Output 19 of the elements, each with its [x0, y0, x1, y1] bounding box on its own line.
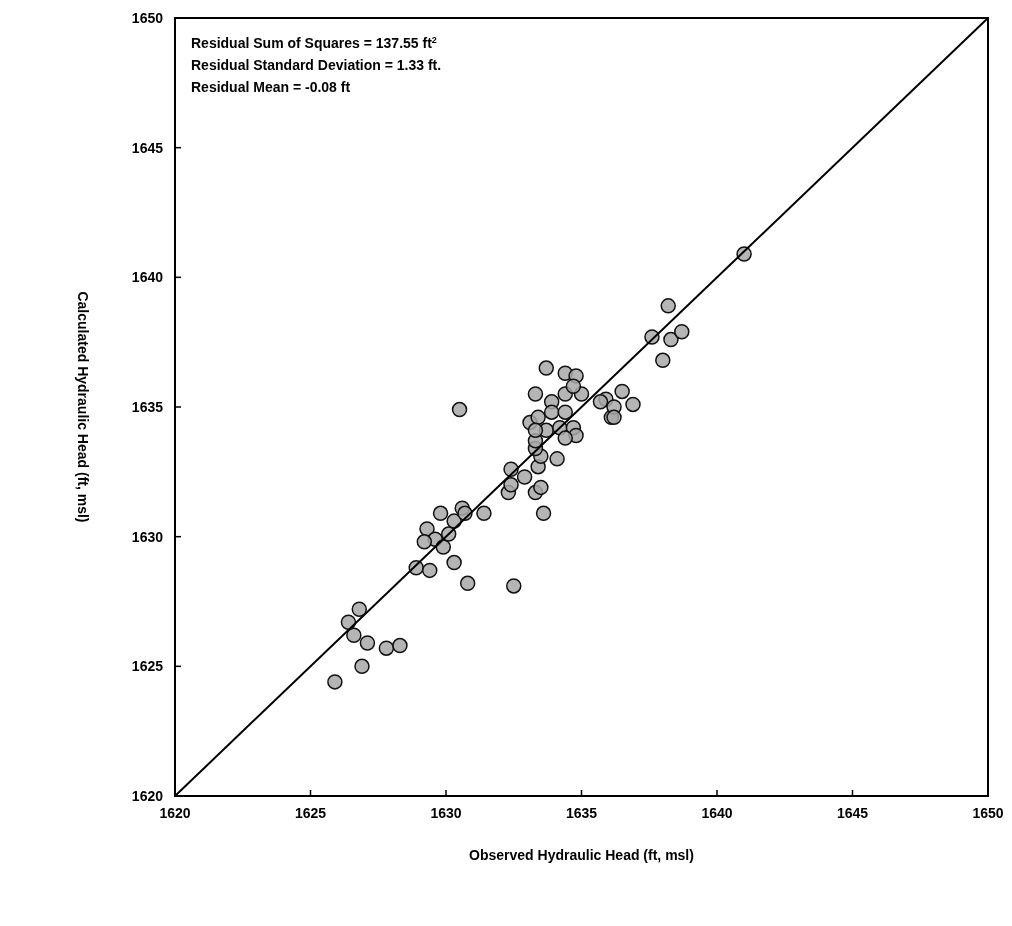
y-tick-label: 1620: [131, 788, 164, 804]
annotation: Residual Mean = -0.08 ft: [191, 79, 351, 95]
annotation: Residual Sum of Squares = 137.55 ft$^{2}$: [191, 35, 437, 51]
y-axis-title: Calculated Hydraulic Head (ft, msl): [75, 291, 91, 523]
y-tick-label: 1625: [131, 658, 164, 675]
x-tick-label: 1650: [972, 805, 1004, 821]
annotation: Residual Standard Deviation = 1.33 ft.: [191, 57, 442, 73]
x-tick-label: 1620: [159, 805, 191, 821]
x-tick-label: 1640: [701, 805, 733, 821]
x-tick-label: 1635: [565, 805, 598, 821]
x-tick-label: 1645: [836, 805, 869, 821]
y-tick-label: 1630: [131, 528, 164, 545]
x-axis-title: Observed Hydraulic Head (ft, msl): [469, 847, 694, 863]
y-tick-label: 1635: [131, 399, 164, 415]
x-tick-label: 1625: [294, 805, 327, 821]
y-tick-label: 1650: [131, 10, 164, 26]
y-tick-label: 1645: [131, 139, 164, 156]
x-tick-label: 1630: [430, 805, 462, 821]
y-tick-label: 1640: [131, 269, 164, 286]
